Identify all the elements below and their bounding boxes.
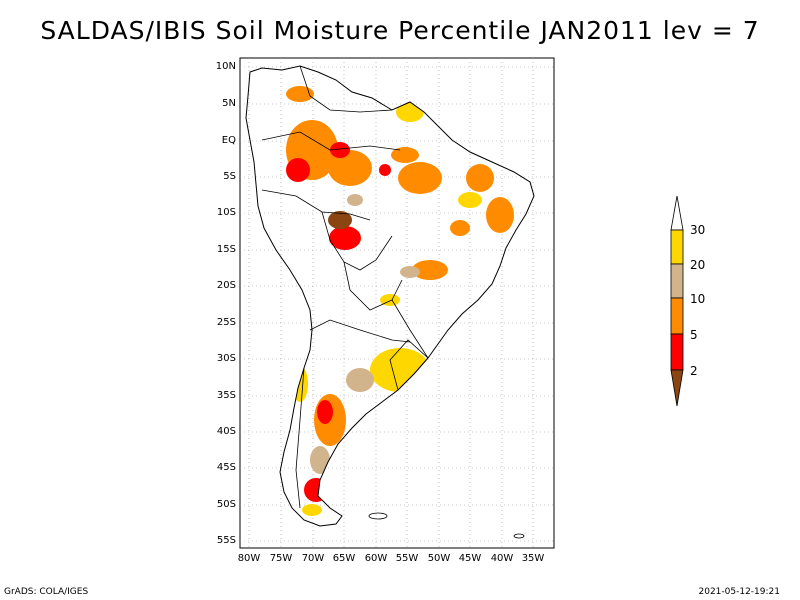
lat-tick-35s: 35S bbox=[216, 390, 236, 401]
lon-tick-55w: 55W bbox=[395, 553, 419, 564]
lon-tick-80w: 80W bbox=[237, 553, 261, 564]
lat-tick-15s: 15S bbox=[216, 244, 236, 255]
lat-tick-25s: 25S bbox=[216, 317, 236, 328]
lon-tick-35w: 35W bbox=[521, 553, 545, 564]
lon-tick-50w: 50W bbox=[427, 553, 451, 564]
colorbar-tip-bottom bbox=[670, 369, 684, 407]
falkland-islands bbox=[368, 512, 388, 520]
lat-tick-50s: 50S bbox=[216, 499, 236, 510]
lat-tick-5s: 5S bbox=[223, 171, 236, 182]
lat-tick-40s: 40S bbox=[216, 426, 236, 437]
lat-tick-55s: 55S bbox=[216, 535, 236, 546]
lat-tick-10s: 10S bbox=[216, 207, 236, 218]
lat-tick-20s: 20S bbox=[216, 280, 236, 291]
colorbar-label-5: 5 bbox=[690, 328, 698, 342]
colorbar-bin-5-10 bbox=[670, 297, 684, 335]
south-georgia bbox=[513, 533, 525, 539]
footer-credit: GrADS: COLA/IGES bbox=[4, 587, 89, 597]
lon-tick-70w: 70W bbox=[301, 553, 325, 564]
lon-tick-60w: 60W bbox=[364, 553, 388, 564]
lat-tick-10n: 10N bbox=[215, 61, 236, 72]
colorbar-label-2: 2 bbox=[690, 364, 698, 378]
colorbar-label-20: 20 bbox=[690, 258, 706, 272]
colorbar-tip-top bbox=[670, 195, 684, 231]
lat-tick-45s: 45S bbox=[216, 462, 236, 473]
colorbar bbox=[670, 195, 684, 407]
lon-tick-45w: 45W bbox=[458, 553, 482, 564]
lon-tick-65w: 65W bbox=[332, 553, 356, 564]
country-borders bbox=[261, 65, 429, 509]
lat-tick-30s: 30S bbox=[216, 353, 236, 364]
gridlines bbox=[240, 58, 554, 548]
lat-tick-eq: EQ bbox=[221, 135, 236, 146]
colorbar-label-30: 30 bbox=[690, 223, 706, 237]
lon-tick-75w: 75W bbox=[269, 553, 293, 564]
colorbar-label-10: 10 bbox=[690, 292, 706, 306]
colorbar-bin-2-5 bbox=[670, 333, 684, 371]
lon-tick-40w: 40W bbox=[490, 553, 514, 564]
percentile-shading bbox=[286, 86, 514, 516]
colorbar-bin-20-30 bbox=[670, 229, 684, 265]
colorbar-bin-10-20 bbox=[670, 263, 684, 299]
lat-tick-5n: 5N bbox=[222, 98, 236, 109]
map-title: SALDAS/IBIS Soil Moisture Percentile JAN… bbox=[40, 16, 760, 45]
footer-timestamp: 2021-05-12-19:21 bbox=[698, 587, 781, 597]
